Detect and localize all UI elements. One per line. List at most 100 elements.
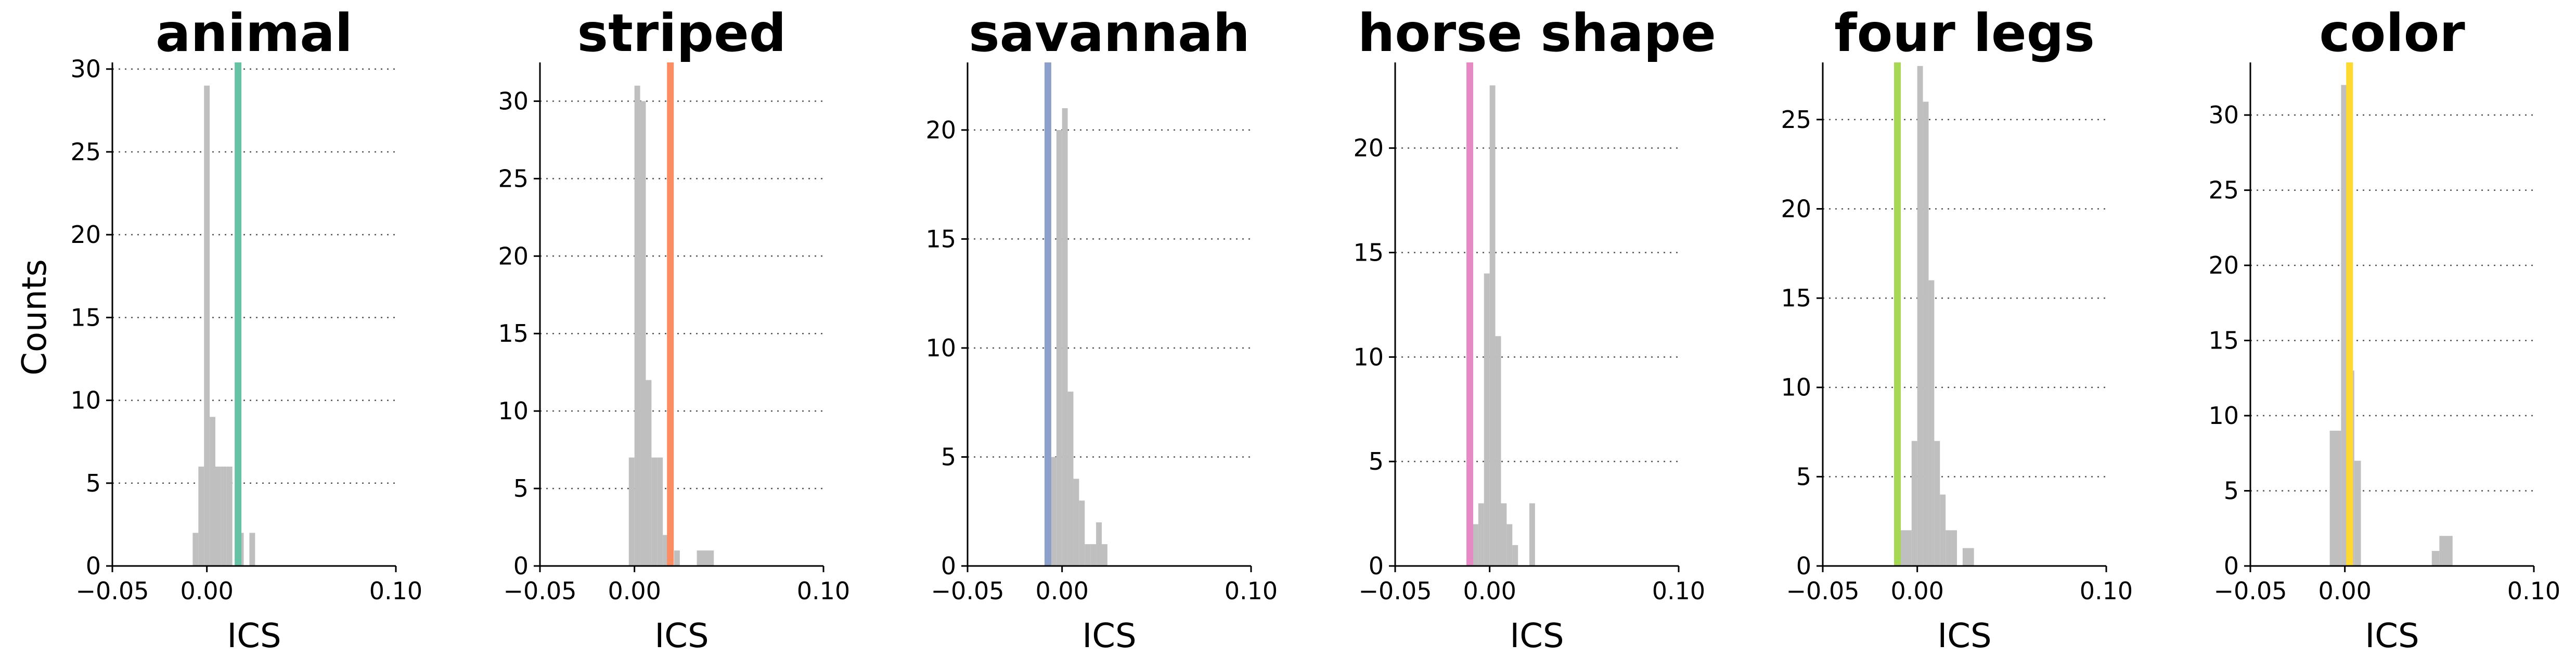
x-tick-label: 0.10 bbox=[2080, 577, 2133, 605]
histogram-bar bbox=[1928, 280, 1935, 566]
y-tick-label: 15 bbox=[70, 303, 101, 331]
histogram-bar bbox=[1096, 522, 1102, 566]
histogram-bar bbox=[1484, 273, 1490, 566]
x-tick-label: 0.00 bbox=[608, 577, 661, 605]
x-axis-label: ICS bbox=[1510, 617, 1564, 655]
y-tick-label: 30 bbox=[70, 55, 101, 83]
histogram-bar bbox=[1085, 544, 1091, 566]
marker-line bbox=[1466, 62, 1474, 566]
y-tick-label: 0 bbox=[941, 552, 956, 580]
x-tick-label: −0.05 bbox=[931, 577, 1004, 605]
y-tick-label: 20 bbox=[498, 242, 529, 270]
histogram-bar bbox=[1506, 524, 1513, 566]
x-tick-label: 0.10 bbox=[369, 577, 422, 605]
histogram-bar bbox=[221, 466, 227, 566]
chart-panel-4: 0 5 10 15 20 −0.05 0.00 0.10 horse shape ICS bbox=[1353, 3, 1716, 655]
histogram-bar bbox=[1090, 544, 1097, 566]
x-tick-label: 0.10 bbox=[1652, 577, 1705, 605]
y-tick-label: 20 bbox=[2208, 251, 2239, 279]
x-tick-label: −0.05 bbox=[1359, 577, 1432, 605]
histogram-bar bbox=[674, 550, 680, 566]
x-tick-label: 0.00 bbox=[1890, 577, 1943, 605]
marker-line bbox=[667, 62, 674, 566]
histogram-bar bbox=[1101, 544, 1107, 566]
histogram-bar bbox=[1911, 441, 1917, 566]
histogram-bar bbox=[1062, 108, 1068, 566]
y-tick-label: 5 bbox=[1369, 447, 1384, 475]
histogram-bar bbox=[226, 466, 233, 566]
y-tick-label: 5 bbox=[941, 443, 956, 471]
histogram-bar bbox=[1472, 524, 1478, 566]
y-tick-label: 0 bbox=[513, 552, 529, 580]
y-tick-label: 10 bbox=[1353, 343, 1384, 371]
histogram-bar bbox=[1917, 66, 1923, 566]
histogram-bar bbox=[2431, 551, 2440, 566]
y-tick-label: 15 bbox=[925, 225, 956, 253]
histogram-bar bbox=[1478, 503, 1484, 566]
histogram-bar bbox=[1079, 500, 1085, 566]
y-tick-label: 30 bbox=[498, 87, 529, 115]
chart-panel-5: 0 5 10 15 20 25 −0.05 0.00 0.10 four legs ICS bbox=[1781, 3, 2133, 655]
y-tick-label: 15 bbox=[1353, 239, 1384, 267]
y-tick-label: 20 bbox=[925, 116, 956, 144]
histogram-bar bbox=[1067, 391, 1074, 566]
x-axis-label: ICS bbox=[1937, 617, 1991, 655]
x-axis-label: ICS bbox=[227, 617, 281, 655]
histogram-bar bbox=[2354, 460, 2361, 566]
y-tick-label: 25 bbox=[70, 138, 101, 166]
histogram-bar bbox=[634, 85, 640, 566]
y-tick-label: 10 bbox=[925, 334, 956, 362]
x-tick-label: −0.05 bbox=[2214, 577, 2287, 605]
chart-panel-1: 0 5 10 15 20 25 30 −0.05 0.00 0.10 animal ICS bbox=[70, 3, 422, 655]
chart-title: horse shape bbox=[1358, 3, 1716, 63]
histogram-bar bbox=[646, 380, 652, 566]
histogram-bar bbox=[210, 417, 216, 566]
y-tick-label: 25 bbox=[1781, 106, 1811, 134]
chart-panel-3: 0 5 10 15 20 −0.05 0.00 0.10 savannah ICS bbox=[925, 3, 1278, 655]
histogram-bar bbox=[215, 466, 221, 566]
histogram-bar bbox=[651, 457, 658, 566]
x-tick-label: −0.05 bbox=[504, 577, 577, 605]
x-tick-label: 0.10 bbox=[797, 577, 850, 605]
y-tick-label: 20 bbox=[1353, 134, 1384, 162]
histogram-bar bbox=[1962, 548, 1974, 566]
y-tick-label: 0 bbox=[1796, 552, 1811, 580]
histogram-bar bbox=[1512, 545, 1518, 566]
x-tick-label: 0.00 bbox=[180, 577, 233, 605]
y-tick-label: 0 bbox=[2224, 552, 2239, 580]
y-tick-label: 20 bbox=[70, 221, 101, 249]
chart-title: animal bbox=[156, 3, 353, 63]
x-tick-label: −0.05 bbox=[1786, 577, 1860, 605]
histogram-bar bbox=[1073, 479, 1079, 566]
y-tick-label: 0 bbox=[86, 552, 101, 580]
histogram-bar bbox=[697, 550, 714, 566]
histogram-bar bbox=[1056, 130, 1062, 566]
y-tick-label: 15 bbox=[2208, 327, 2239, 355]
x-tick-label: 0.00 bbox=[1035, 577, 1088, 605]
histogram-bar bbox=[2329, 430, 2341, 566]
histogram-bar bbox=[1940, 494, 1946, 566]
histogram-bar bbox=[198, 466, 204, 566]
y-tick-label: 10 bbox=[1781, 373, 1811, 402]
histogram-bar bbox=[1934, 441, 1940, 566]
marker-line bbox=[2346, 62, 2353, 566]
histogram-bar bbox=[1529, 503, 1535, 566]
y-tick-label: 0 bbox=[1369, 552, 1384, 580]
histogram-bar bbox=[1050, 457, 1057, 566]
marker-line bbox=[235, 62, 242, 566]
y-tick-label: 15 bbox=[498, 319, 529, 347]
histogram-bar bbox=[1946, 530, 1952, 566]
histogram-bar bbox=[204, 85, 210, 566]
y-tick-label: 5 bbox=[513, 474, 529, 502]
y-tick-label: 15 bbox=[1781, 284, 1811, 312]
marker-line bbox=[1894, 62, 1901, 566]
histogram-bar bbox=[657, 457, 663, 566]
histogram-bar bbox=[663, 535, 669, 566]
histogram-bar bbox=[1923, 101, 1929, 566]
marker-line bbox=[1044, 62, 1051, 566]
chart-title: color bbox=[2319, 3, 2465, 63]
histogram-bar bbox=[192, 533, 199, 566]
histogram-bar bbox=[2439, 536, 2453, 566]
y-tick-label: 25 bbox=[498, 164, 529, 192]
